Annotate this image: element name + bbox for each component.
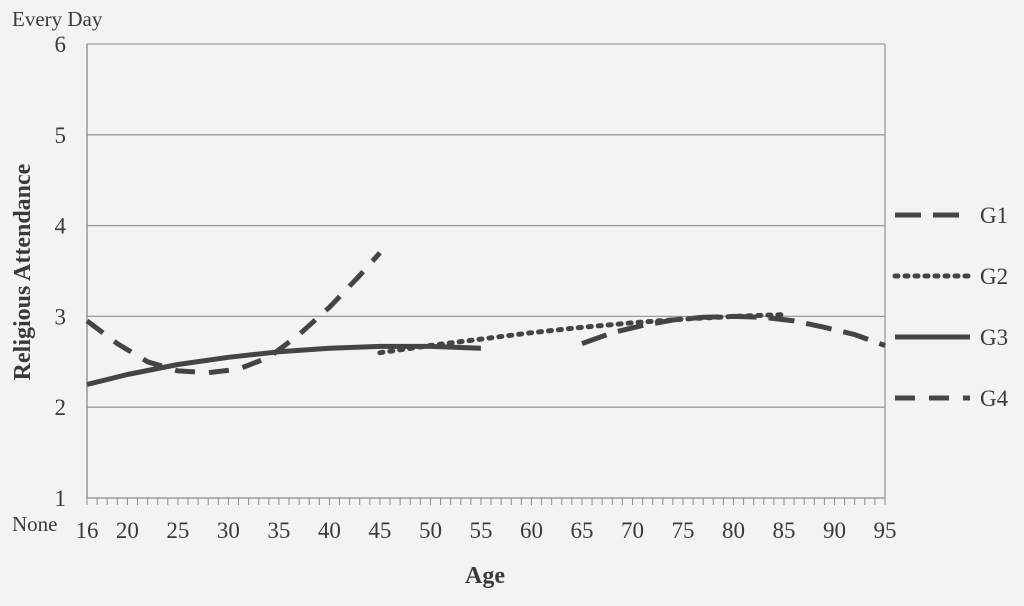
y-tick-label: 1 bbox=[55, 486, 67, 511]
x-tick-label: 65 bbox=[570, 518, 593, 543]
y-tick-label: 6 bbox=[55, 32, 67, 57]
x-tick-label: 95 bbox=[874, 518, 897, 543]
x-tick-label: 80 bbox=[722, 518, 745, 543]
x-tick-label: 40 bbox=[318, 518, 341, 543]
x-axis-label: Age bbox=[465, 563, 505, 589]
x-tick-label: 20 bbox=[116, 518, 139, 543]
x-tick-label: 85 bbox=[772, 518, 795, 543]
x-tick-label: 35 bbox=[267, 518, 290, 543]
x-tick-label: 90 bbox=[823, 518, 846, 543]
x-tick-label: 50 bbox=[419, 518, 442, 543]
grid-layer bbox=[87, 43, 885, 408]
x-tick-label: 45 bbox=[368, 518, 391, 543]
legend: G1 G2 G3 G4 bbox=[892, 203, 1009, 411]
y-tick-label: 3 bbox=[55, 304, 67, 329]
x-tick-label: 16 bbox=[76, 518, 99, 543]
series-layer bbox=[85, 251, 886, 387]
x-tick-label: 75 bbox=[671, 518, 694, 543]
x-tick-label: 25 bbox=[166, 518, 189, 543]
legend-label-g2: G2 bbox=[980, 264, 1008, 289]
x-tick-label: 70 bbox=[621, 518, 644, 543]
x-tick-label: 55 bbox=[469, 518, 492, 543]
series-line-g2 bbox=[377, 312, 787, 356]
y-tick-label: 5 bbox=[55, 123, 67, 148]
series-line-g4 bbox=[85, 251, 382, 376]
y-tick-label: 2 bbox=[55, 395, 67, 420]
series-line-g3 bbox=[86, 343, 481, 387]
series-line-g1 bbox=[581, 313, 886, 348]
x-tick-label: 30 bbox=[217, 518, 240, 543]
y-bottom-label: None bbox=[12, 512, 58, 536]
x-tick-label: 60 bbox=[520, 518, 543, 543]
legend-label-g4: G4 bbox=[980, 386, 1009, 411]
y-top-label: Every Day bbox=[12, 7, 103, 31]
y-axis-label: Religious Attendance bbox=[10, 163, 36, 380]
legend-label-g1: G1 bbox=[980, 203, 1008, 228]
y-tick-label: 4 bbox=[55, 214, 67, 239]
legend-label-g3: G3 bbox=[980, 325, 1008, 350]
